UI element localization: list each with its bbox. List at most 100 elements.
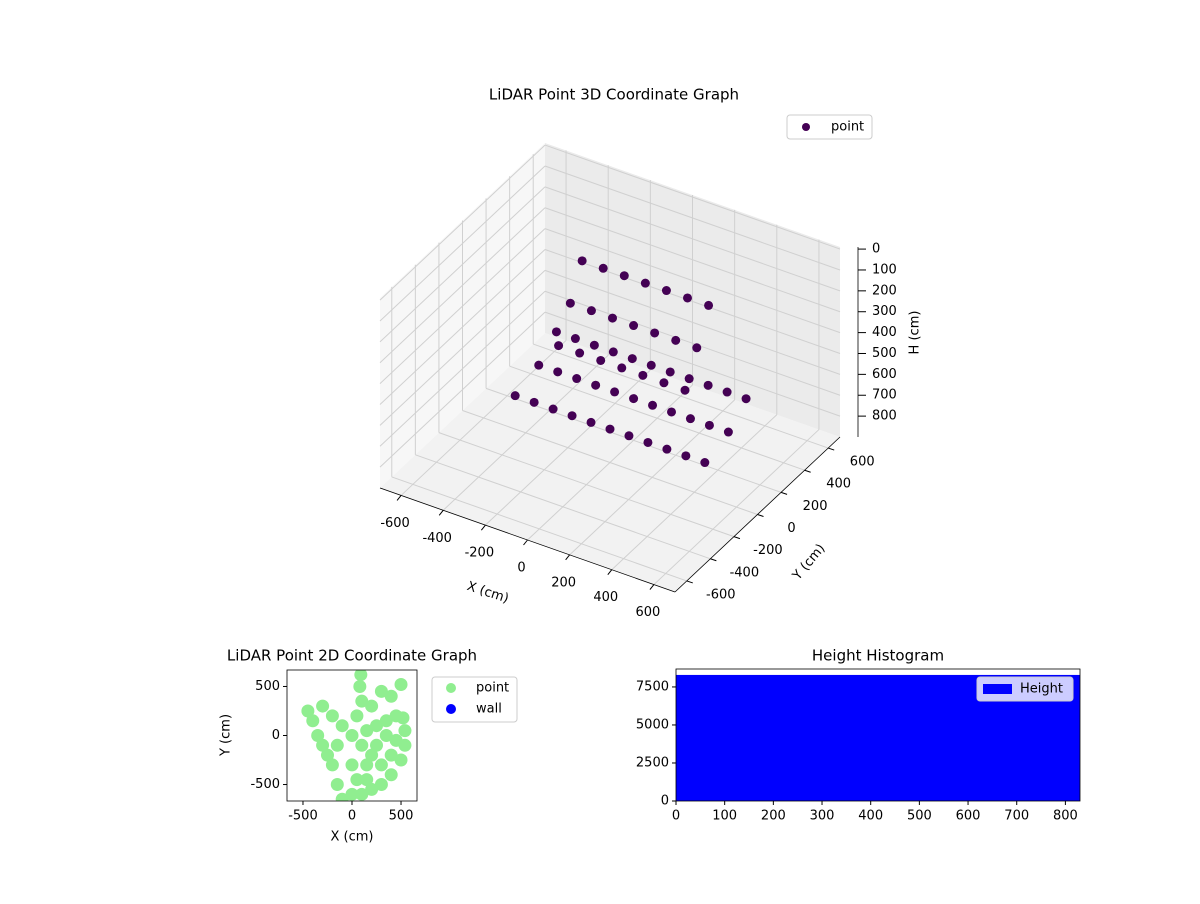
point: [662, 444, 672, 454]
point: [365, 699, 379, 713]
y-tick: [710, 558, 717, 562]
point: [316, 738, 330, 752]
z-tick-label: 400: [872, 325, 897, 340]
grid-line: [379, 269, 546, 426]
x-tick-label: -400: [422, 531, 452, 546]
y-tick: [733, 536, 741, 540]
point: [355, 787, 369, 801]
point: [553, 367, 563, 377]
z-tick-label: 0: [872, 242, 880, 257]
point: [365, 748, 379, 762]
x-tick-label: 400: [593, 590, 618, 605]
y-tick-label: 500: [255, 679, 280, 694]
point: [379, 714, 393, 728]
x-tick: [480, 524, 486, 531]
legend-marker: [446, 704, 456, 714]
x-tick-label: 700: [1004, 809, 1029, 824]
point: [335, 792, 349, 801]
point: [619, 271, 629, 281]
grid-line: [415, 454, 711, 560]
x-tick-label: 800: [1053, 809, 1078, 824]
grid-line: [379, 165, 546, 322]
point: [572, 374, 582, 384]
point: [529, 397, 539, 407]
grid-line: [379, 249, 546, 405]
point: [617, 363, 627, 373]
point: [330, 778, 344, 792]
legend-marker: [802, 123, 810, 131]
point: [704, 420, 714, 430]
x-tick-label: 0: [517, 561, 525, 576]
point: [389, 733, 403, 747]
x-tick-label: -200: [465, 546, 495, 561]
grid-line: [379, 186, 546, 343]
legend-box: [976, 676, 1074, 702]
point: [608, 313, 617, 323]
point: [610, 387, 620, 397]
z-tick-label: 800: [872, 409, 897, 424]
x-tick: [396, 495, 402, 501]
point: [360, 773, 374, 787]
grid-line: [533, 343, 829, 449]
y-axis: [674, 436, 841, 593]
y-tick-label: 200: [803, 499, 828, 514]
point: [667, 407, 676, 417]
point: [374, 758, 388, 772]
point: [589, 340, 599, 350]
chart-title: LiDAR Point 2D Coordinate Graph: [227, 647, 477, 665]
point: [389, 709, 403, 723]
y-tick-label: -500: [250, 777, 280, 792]
point: [643, 437, 653, 447]
point: [741, 394, 751, 404]
point: [665, 367, 675, 377]
y-tick-label: -200: [753, 543, 783, 558]
grid-line: [462, 410, 758, 515]
point: [335, 719, 349, 733]
grid-line: [544, 165, 841, 271]
chart-title: LiDAR Point 3D Coordinate Graph: [489, 86, 739, 104]
point: [624, 431, 634, 441]
y-tick: [780, 491, 788, 495]
y-tick-label: 5000: [636, 717, 669, 732]
grid-line: [379, 144, 546, 301]
grid-line: [544, 186, 841, 292]
z-tick-label: 700: [872, 388, 897, 403]
x-tick: [649, 584, 655, 590]
legend-marker: [983, 684, 1012, 694]
y-tick-label: 0: [661, 794, 669, 809]
grid-line: [544, 249, 841, 354]
point: [591, 380, 601, 390]
grid-line: [438, 432, 735, 538]
y-tick-label: 0: [787, 521, 795, 536]
x-tick: [607, 569, 613, 576]
point: [629, 394, 639, 404]
point: [370, 738, 384, 752]
point: [355, 694, 369, 708]
point: [586, 417, 596, 427]
point: [325, 758, 339, 772]
y-tick-label: -400: [730, 565, 760, 580]
point: [661, 286, 671, 296]
x-tick-label: 400: [858, 809, 883, 824]
z-tick-label: 600: [872, 367, 897, 382]
y-tick: [686, 580, 693, 584]
x-tick-label: 300: [810, 809, 835, 824]
point: [398, 724, 412, 738]
point: [394, 678, 408, 692]
point: [370, 719, 384, 733]
chart-title: Height Histogram: [812, 647, 944, 665]
point: [510, 391, 520, 401]
grid-line: [379, 311, 546, 468]
z-axis-label: H (cm): [908, 311, 923, 355]
point: [554, 341, 564, 351]
point: [586, 306, 596, 316]
point: [320, 748, 334, 762]
point: [384, 748, 398, 762]
point: [659, 378, 669, 388]
point: [680, 385, 690, 395]
x-tick-label: -600: [380, 516, 410, 531]
y-tick: [828, 447, 835, 451]
point: [646, 360, 656, 370]
point: [306, 714, 320, 728]
